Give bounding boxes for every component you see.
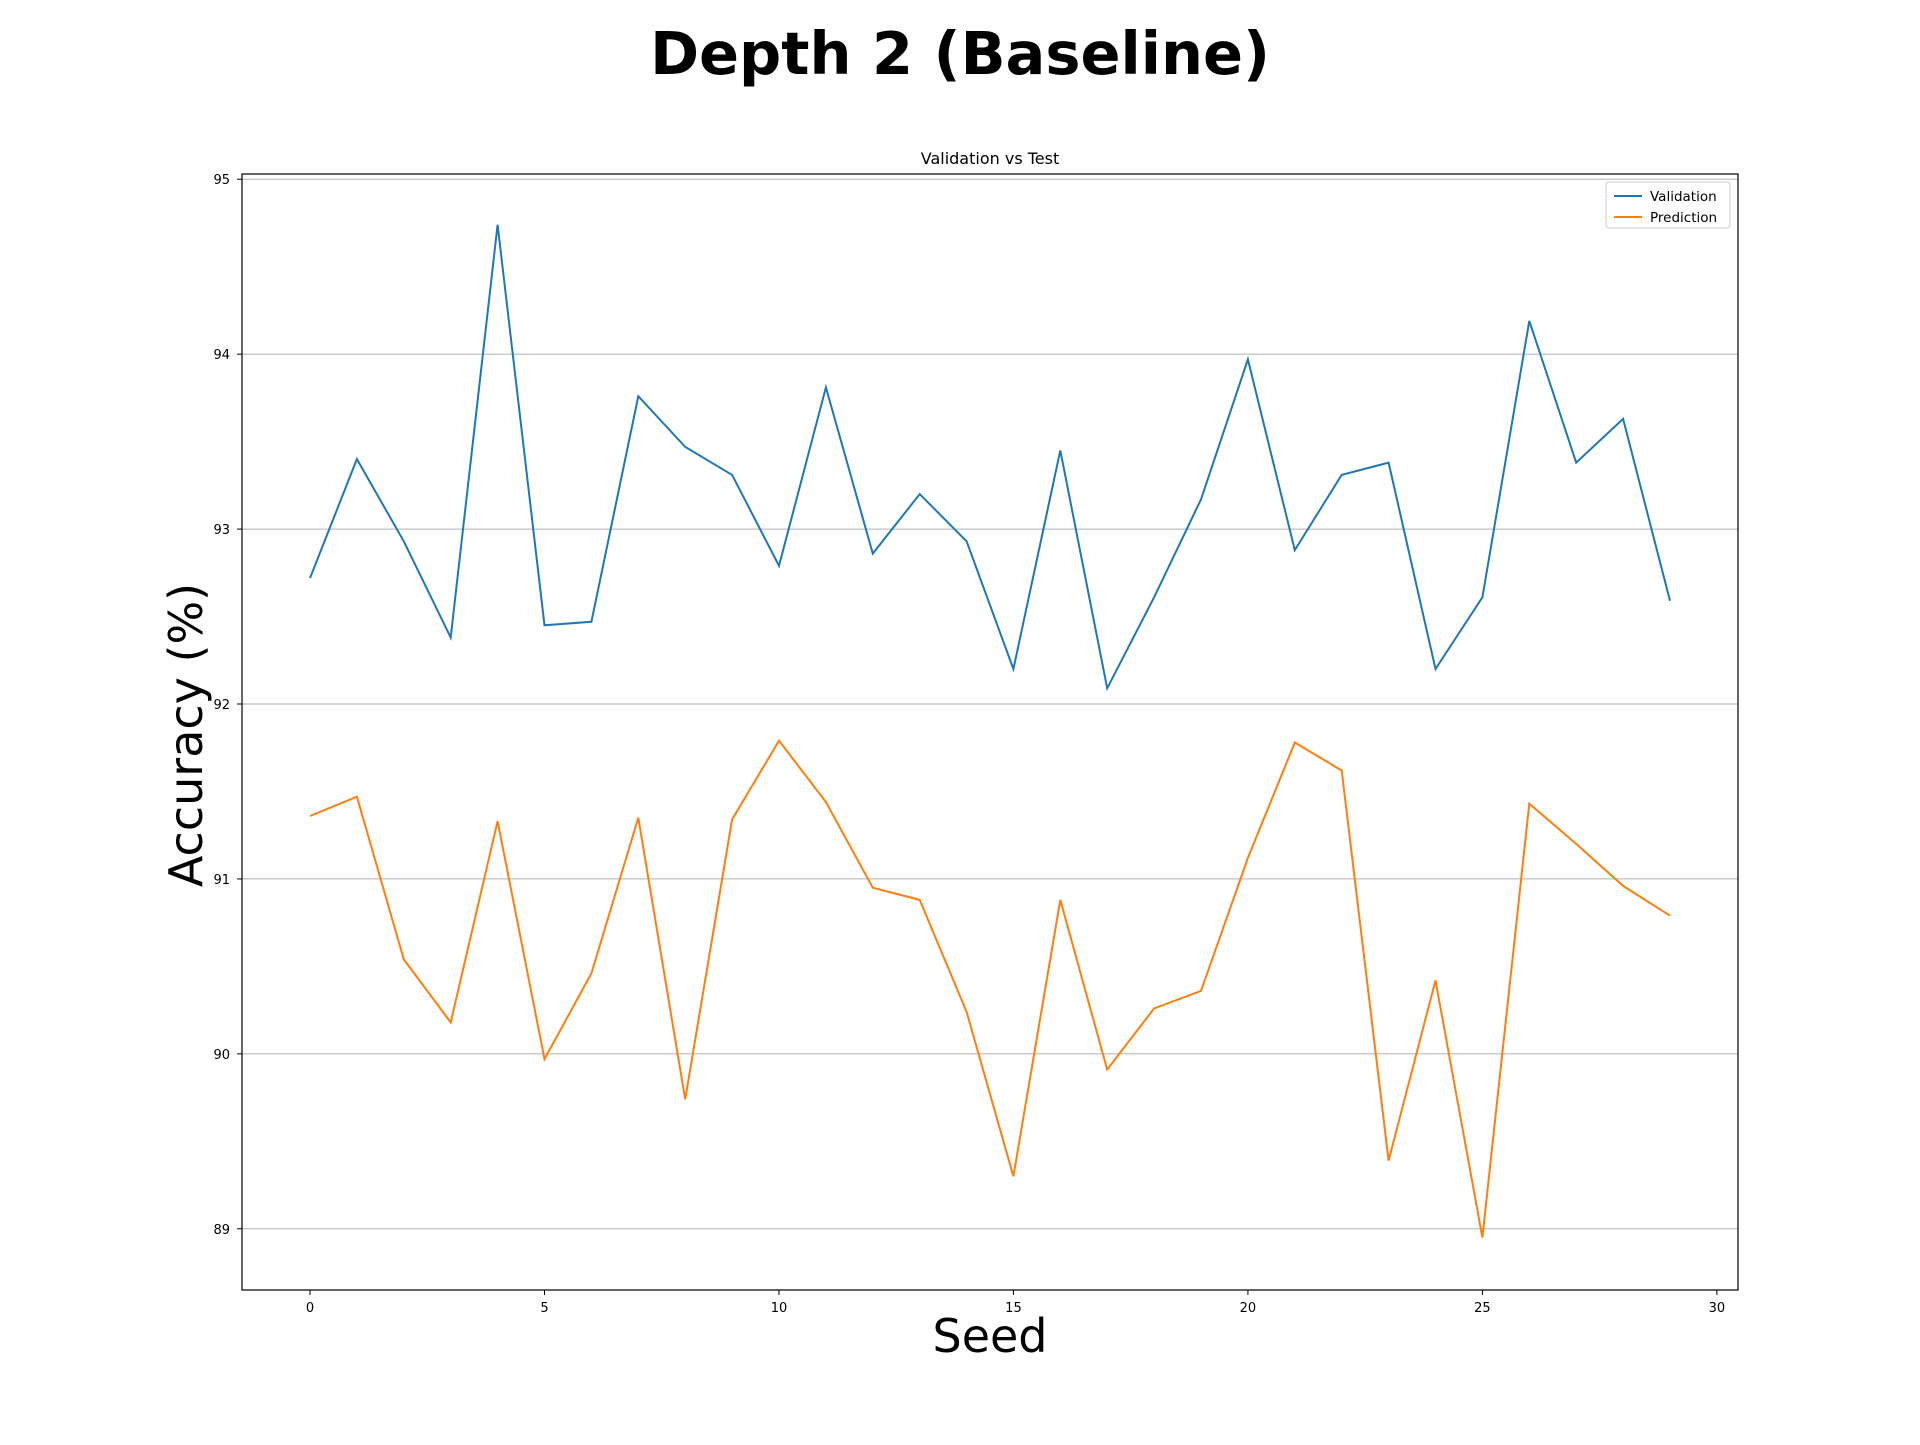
- axes-frame: [241, 173, 1739, 1291]
- legend-label-validation: Validation: [1650, 189, 1717, 205]
- gridlines: [242, 178, 1738, 1230]
- x-tick-label: 5: [540, 1301, 548, 1316]
- x-tick-label: 15: [1005, 1301, 1022, 1316]
- x-tick-label: 25: [1474, 1301, 1491, 1316]
- legend-label-prediction: Prediction: [1650, 210, 1717, 226]
- y-tick-label: 93: [213, 523, 230, 538]
- x-axis-ticks: 0 5 10 15 20 25 30: [306, 1290, 1725, 1316]
- x-axis-label: Seed: [933, 1309, 1048, 1363]
- legend: Validation Prediction: [1605, 181, 1731, 229]
- y-tick-label: 95: [213, 173, 230, 188]
- x-tick-label: 20: [1240, 1301, 1257, 1316]
- series-line-validation: [309, 224, 1671, 692]
- x-tick-label: 10: [771, 1301, 788, 1316]
- figure-title: Depth 2 (Baseline): [650, 19, 1270, 88]
- y-tick-label: 89: [213, 1223, 230, 1238]
- y-tick-label: 94: [213, 348, 230, 363]
- y-axis-label: Accuracy (%): [159, 583, 213, 887]
- axes-title: Validation vs Test: [921, 149, 1060, 168]
- series-layer: [309, 224, 1671, 1238]
- x-tick-label: 30: [1709, 1301, 1726, 1316]
- x-tick-label: 0: [306, 1301, 314, 1316]
- y-tick-label: 91: [213, 873, 230, 888]
- y-tick-label: 90: [213, 1048, 230, 1063]
- y-tick-label: 92: [213, 698, 230, 713]
- y-axis-ticks: 89 90 91 92 93 94 95: [213, 173, 242, 1238]
- series-line-prediction: [309, 738, 1671, 1238]
